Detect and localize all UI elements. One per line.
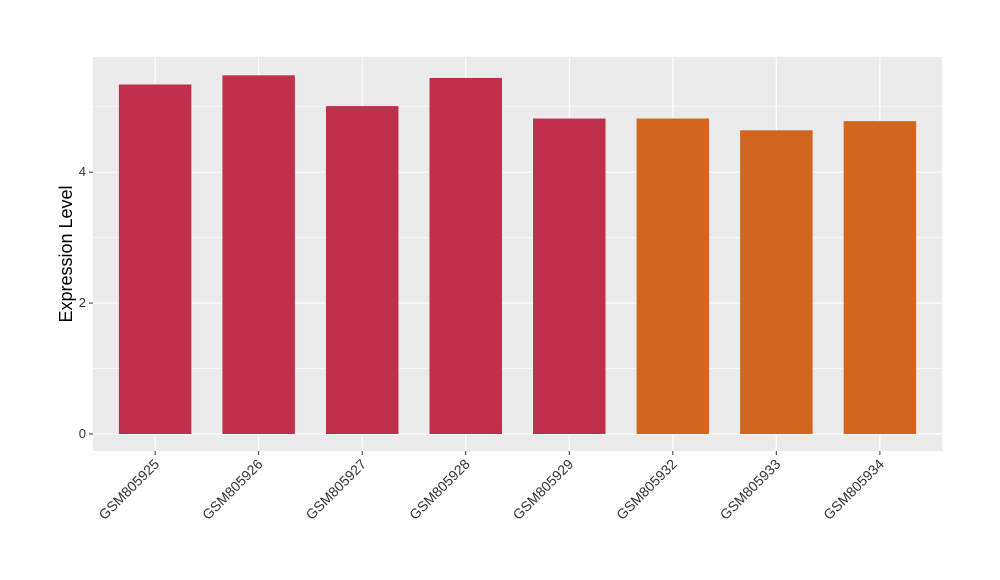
x-tick-label: GSM805932: [613, 456, 680, 523]
y-tick-label: 4: [79, 164, 86, 179]
bar: [843, 121, 917, 434]
panel-background: [93, 57, 942, 451]
x-tick-label: GSM805927: [302, 456, 369, 523]
y-tick-label: 0: [79, 426, 86, 441]
x-tick-label: GSM805926: [199, 456, 266, 523]
bar: [118, 84, 192, 434]
bar: [533, 118, 606, 434]
x-tick-label: GSM805928: [406, 456, 473, 523]
bar: [636, 118, 710, 434]
bar: [325, 106, 399, 434]
bar: [429, 77, 502, 434]
y-axis-title: Expression Level: [56, 185, 76, 322]
x-tick-label: GSM805925: [95, 456, 162, 523]
y-tick-label: 2: [79, 295, 86, 310]
x-tick-label: GSM805933: [717, 456, 784, 523]
x-tick-label: GSM805934: [820, 456, 887, 523]
bar: [222, 75, 295, 434]
x-tick-label: GSM805929: [509, 456, 576, 523]
bar: [740, 130, 813, 434]
